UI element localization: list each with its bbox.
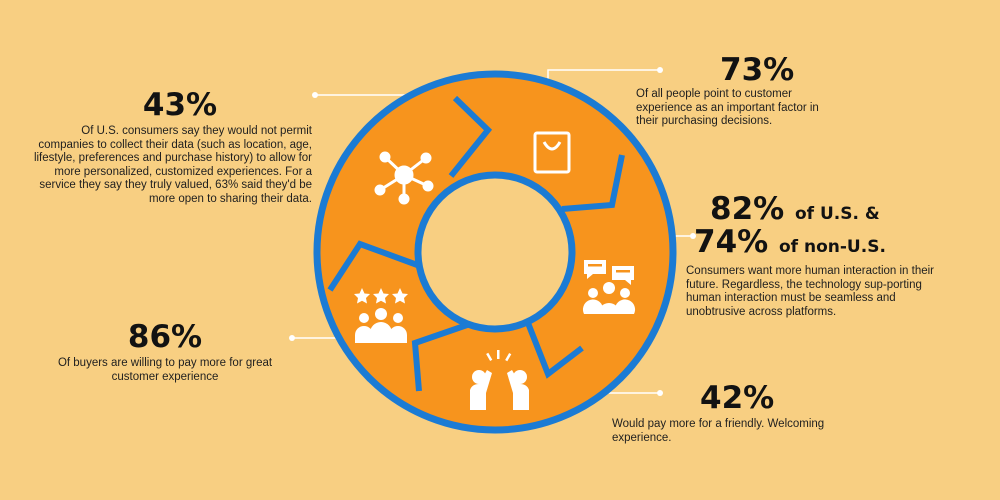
stat-73: 73% <box>680 55 880 86</box>
stat-73-desc: Of all people point to customer experien… <box>636 88 836 129</box>
connector-dots <box>289 67 696 396</box>
connector-73 <box>547 69 660 84</box>
stat-43: 43% Of U.S. consumers say they would not… <box>28 90 312 207</box>
donut-inner-outline <box>414 171 576 333</box>
network-hub-icon <box>374 151 434 205</box>
stat-42-desc: Would pay more for a friendly. Welcoming… <box>612 418 872 445</box>
rated-team-icon <box>354 288 408 343</box>
high-five-icon <box>470 350 529 410</box>
stat-82-desc: Consumers want more human interaction in… <box>686 265 958 319</box>
stat-73-value: 73% <box>720 52 795 88</box>
stat-82-suffix: of U.S. & <box>795 204 880 224</box>
stat-82-value: 82% <box>710 191 785 227</box>
stat-82-text: Consumers want more human interaction in… <box>686 265 935 318</box>
stat-82-line: 82% of U.S. & <box>690 194 960 225</box>
stat-42-text: Would pay more for a friendly. Welcoming… <box>612 418 825 444</box>
divider-lower-left <box>411 321 471 392</box>
stat-86: 86% Of buyers are willing to pay more fo… <box>40 322 290 384</box>
stat-42-value: 42% <box>700 380 775 416</box>
stat-73-text: Of all people point to customer experien… <box>636 88 819 128</box>
donut-ring <box>313 70 677 434</box>
group-chat-icon <box>582 260 636 314</box>
stat-43-value: 43% <box>142 87 218 123</box>
stat-74-line: 74% of non-U.S. <box>690 227 960 258</box>
stat-74-value: 74% <box>694 224 769 260</box>
shopping-bag-icon <box>533 131 571 174</box>
stat-86-text: Of buyers are willing to pay more for gr… <box>57 357 273 383</box>
stat-74-suffix: of non-U.S. <box>779 237 886 257</box>
divider-top <box>448 95 493 178</box>
divider-right <box>561 154 625 212</box>
stat-82: 82% of U.S. & 74% of non-U.S. <box>690 194 960 258</box>
divider-left <box>327 240 422 292</box>
divider-lower-right <box>525 321 584 379</box>
stat-43-text: Of U.S. consumers say they would not per… <box>33 125 312 205</box>
stat-86-value: 86% <box>127 319 203 355</box>
stat-42: 42% <box>700 383 820 414</box>
arrow-dividers <box>327 95 625 392</box>
